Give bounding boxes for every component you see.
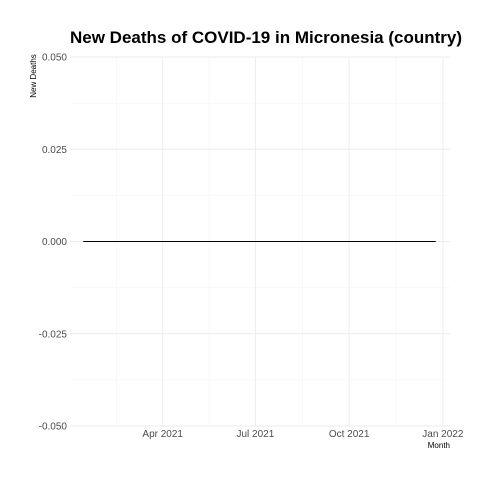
x-tick-label: Jul 2021 (237, 429, 275, 440)
y-tick-label: -0.025 (39, 329, 68, 340)
y-tick-label: 0.025 (42, 145, 67, 156)
y-axis-ticks: -0.050 -0.025 0.000 0.025 0.050 (39, 53, 68, 433)
x-tick-label: Jan 2022 (422, 429, 464, 440)
x-tick-label: Apr 2021 (142, 429, 183, 440)
chart-title: New Deaths of COVID-19 in Micronesia (co… (70, 28, 462, 47)
x-tick-label: Oct 2021 (329, 429, 370, 440)
y-axis-label: New Deaths (29, 54, 38, 98)
y-tick-label: -0.050 (39, 422, 68, 433)
y-tick-label: 0.050 (42, 53, 67, 64)
x-axis-label: Month (428, 441, 450, 450)
x-axis-ticks: Apr 2021 Jul 2021 Oct 2021 Jan 2022 (142, 429, 463, 440)
y-tick-label: 0.000 (42, 237, 67, 248)
